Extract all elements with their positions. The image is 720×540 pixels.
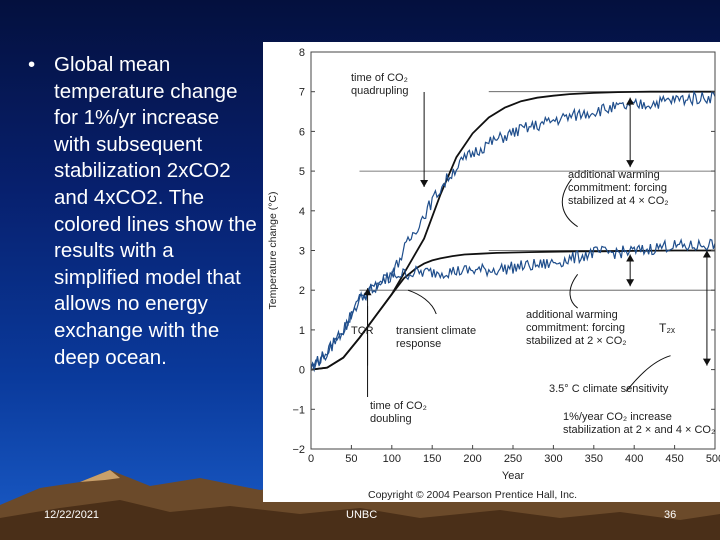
annotation-tcr-line: TCR: [351, 325, 374, 337]
commitment-4x-arrow-head-bottom: [626, 160, 635, 168]
annotation-time-doubling-line: doubling: [370, 413, 412, 425]
x-tick-label: 100: [383, 453, 401, 465]
pointer-curve-4x: [561, 178, 578, 228]
pointer-curve-transient: [407, 289, 437, 315]
y-tick-label: 1: [299, 325, 305, 337]
bullet-dot: •: [28, 53, 36, 76]
x-tick-label: 300: [544, 453, 562, 465]
annotation-warming-2x-line: additional warming: [526, 309, 618, 321]
footer-center-text: UNBC: [346, 509, 378, 521]
annotation-warming-2x-line: stabilized at 2 × CO₂: [526, 335, 627, 347]
slide-page-number: 36: [664, 509, 677, 521]
x-tick-label: 400: [625, 453, 643, 465]
bullet-text: Global mean temperature change for 1%/yr…: [54, 53, 257, 369]
annotation-transient-response-line: transient climate: [396, 325, 476, 337]
pointer-curve-sensitivity: [625, 355, 671, 392]
bullet-block: • Global mean temperature change for 1%/…: [28, 52, 260, 371]
x-tick-label: 350: [585, 453, 603, 465]
annotation-warming-4x-line: stabilized at 4 × CO₂: [568, 195, 669, 207]
y-axis-label: Temperature change (°C): [267, 191, 279, 309]
annotation-time-quadrupling-line: quadrupling: [351, 85, 409, 97]
x-tick-label: 50: [345, 453, 357, 465]
y-tick-label: −1: [292, 404, 305, 416]
chart-axes: −2 −1 0 1 2 3 4 5 6 7 8 0 50 100 150 200 250 300 350 400 450…: [292, 47, 720, 465]
y-tick-label: −2: [292, 444, 305, 456]
x-tick-label: 0: [308, 453, 314, 465]
y-tick-label: 8: [299, 47, 305, 59]
y-tick-label: 5: [299, 166, 305, 178]
y-tick-label: 3: [299, 246, 305, 258]
x-tick-label: 450: [665, 453, 683, 465]
full-model-curve: [310, 249, 715, 371]
x-axis-label: Year: [502, 470, 525, 482]
x-tick-label: 250: [504, 453, 522, 465]
x-tick-label: 200: [463, 453, 481, 465]
y-tick-label: 6: [299, 126, 305, 138]
simplified-model-line: [310, 90, 716, 373]
annotation-warming-4x-line: additional warming: [568, 169, 660, 181]
mountain-highlight: [80, 470, 120, 482]
commitment-2x-arrow-head-top: [626, 254, 635, 262]
annotation-sensitivity-line: 3.5° C climate sensitivity: [549, 383, 669, 395]
y-tick-label: 2: [299, 285, 305, 297]
y-tick-label: 4: [299, 206, 305, 218]
commitment-2x-arrow-head-bottom: [626, 279, 635, 287]
annotation-warming-4x-line: commitment: forcing: [568, 182, 667, 194]
annotation-t2x-line: T₂ₓ: [659, 321, 675, 335]
t2x-arrow-head-bottom: [702, 358, 711, 366]
commitment-4x-arrow-head-top: [626, 97, 635, 105]
t2x-arrow-head-top: [702, 250, 711, 258]
annotation-time-quadrupling-line: time of CO₂: [351, 72, 408, 84]
pointer-curve-2x: [569, 274, 579, 309]
simplified-model-line: [310, 237, 716, 370]
quadrupling-arrow-head: [420, 179, 429, 187]
annotation-warming-2x-line: commitment: forcing: [526, 322, 625, 334]
x-tick-label: 500: [706, 453, 720, 465]
annotation-increase-line: stabilization at 2 × and 4 × CO₂: [563, 424, 715, 436]
mountain-ridge-front: [0, 500, 720, 540]
annotation-time-doubling-line: time of CO₂: [370, 400, 427, 412]
annotation-transient-response-line: response: [396, 338, 441, 350]
y-tick-label: 7: [299, 87, 305, 99]
doubling-arrow-head: [363, 288, 372, 296]
footer-date: 12/22/2021: [44, 509, 100, 521]
annotation-increase-line: 1%/year CO₂ increase: [563, 411, 672, 423]
x-tick-label: 150: [423, 453, 441, 465]
y-tick-label: 0: [299, 365, 305, 377]
copyright-notice: Copyright © 2004 Pearson Prentice Hall, …: [368, 489, 577, 501]
chart-panel: time of CO₂ quadrupling additional warming…: [263, 42, 720, 502]
